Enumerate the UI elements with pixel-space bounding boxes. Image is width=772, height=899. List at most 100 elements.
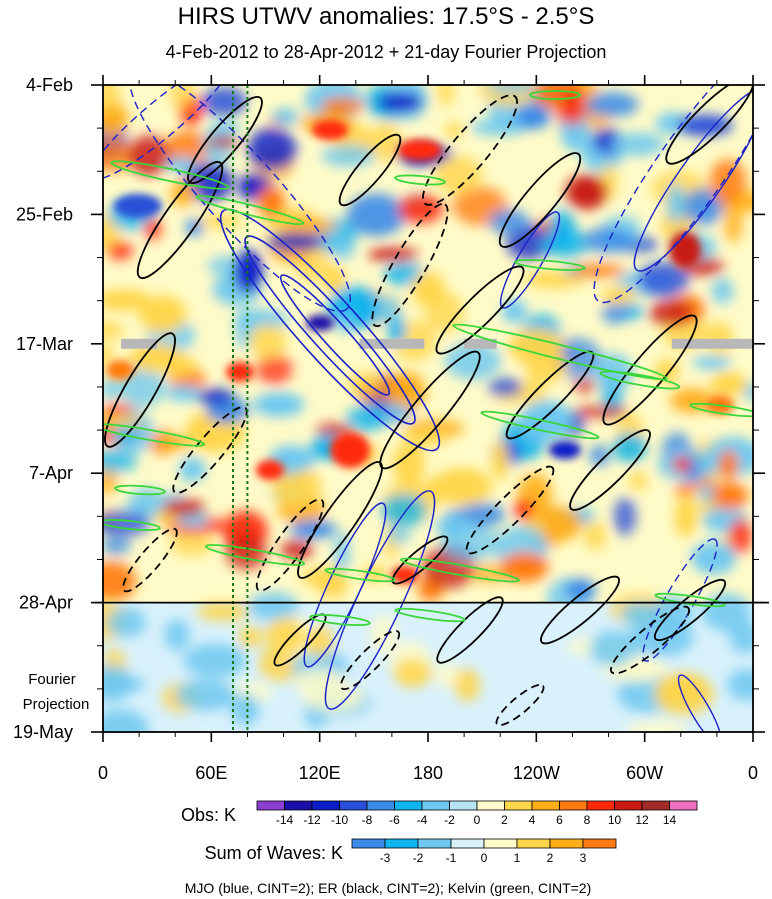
anomaly-blob bbox=[581, 227, 635, 254]
anomaly-blob bbox=[601, 302, 629, 324]
anomaly-blob bbox=[588, 445, 611, 467]
anomaly-blob bbox=[256, 186, 286, 217]
colorbar-swatch bbox=[256, 800, 285, 811]
anomaly-blob bbox=[711, 278, 734, 304]
contour-line bbox=[303, 502, 387, 668]
anomaly-blob bbox=[103, 449, 137, 473]
anomaly-blob bbox=[164, 130, 212, 166]
strong-anomaly-blob bbox=[306, 315, 334, 331]
anomaly-blob bbox=[548, 209, 577, 252]
anomaly-blob bbox=[127, 135, 170, 176]
contour-line bbox=[394, 174, 446, 186]
anomaly-blob bbox=[345, 405, 387, 433]
anomaly-blob bbox=[387, 315, 406, 346]
contour-line bbox=[689, 402, 753, 418]
anomaly-blob bbox=[266, 232, 324, 251]
missing-data-band bbox=[121, 338, 753, 349]
anomaly-blob bbox=[492, 440, 508, 482]
anomaly-blob bbox=[347, 193, 406, 237]
anomaly-blob bbox=[485, 85, 541, 93]
x-tick-label: 60E bbox=[195, 763, 227, 783]
wave-blob bbox=[393, 658, 432, 688]
anomaly-blob bbox=[514, 498, 534, 521]
contour-line bbox=[599, 370, 681, 390]
colorbar-tick-label: 14 bbox=[663, 813, 677, 827]
anomaly-blob bbox=[103, 537, 131, 555]
contour-line bbox=[114, 484, 166, 496]
colorbar-swatch bbox=[559, 800, 588, 811]
colorbar-tick-label: 4 bbox=[529, 813, 536, 827]
anomaly-blob bbox=[444, 342, 502, 380]
anomaly-blob bbox=[169, 532, 213, 557]
colorbar-swatch bbox=[516, 838, 551, 849]
colorbar-tick-label: -2 bbox=[413, 851, 424, 865]
axes: 0 60E 120E 180 120W 60W 0 4-Feb 25-Feb 17-Mar 7-Ap… bbox=[13, 75, 769, 783]
forecast-label-line2: Projection bbox=[23, 696, 90, 713]
colorbar-tick-label: 12 bbox=[635, 813, 649, 827]
forecast-label-line1: Fourier bbox=[28, 671, 76, 688]
x-tick-label: 120W bbox=[513, 763, 560, 783]
colorbar-tick-label: -2 bbox=[444, 813, 455, 827]
y-tick-label: 17-Mar bbox=[16, 334, 73, 354]
anomaly-blob bbox=[169, 85, 195, 110]
anomaly-blob bbox=[248, 323, 287, 359]
anomaly-blob bbox=[575, 405, 629, 418]
anomaly-blob bbox=[411, 271, 445, 307]
contour-line bbox=[540, 575, 620, 645]
anomaly-blob bbox=[139, 295, 187, 334]
wave-blob bbox=[106, 607, 146, 638]
colorbar-swatch bbox=[483, 838, 518, 849]
y-tick-label: 4-Feb bbox=[26, 75, 73, 95]
colorbar-tick-label: 8 bbox=[584, 813, 591, 827]
contour-line bbox=[400, 557, 520, 583]
colorbar-tick-label: 3 bbox=[580, 851, 587, 865]
colorbar-swatch bbox=[450, 838, 485, 849]
colorbar-tick-label: 10 bbox=[608, 813, 622, 827]
anomaly-blob bbox=[381, 493, 427, 528]
wave-blob bbox=[237, 626, 264, 648]
anomaly-blob bbox=[669, 388, 715, 413]
anomaly-blob bbox=[103, 378, 119, 400]
wave-blob bbox=[589, 630, 638, 667]
anomaly-blob bbox=[335, 313, 354, 333]
contour-line bbox=[452, 323, 668, 381]
colorbar-swatch bbox=[339, 800, 368, 811]
colorbar-swatch bbox=[549, 838, 584, 849]
anomaly-blob bbox=[103, 85, 121, 112]
anomaly-blob bbox=[144, 217, 162, 240]
wave-blob bbox=[183, 643, 247, 678]
anomaly-blob bbox=[691, 541, 737, 575]
colorbar-tick-label: 0 bbox=[481, 851, 488, 865]
colorbar-tick-label: -1 bbox=[446, 851, 457, 865]
wave-blob bbox=[454, 668, 481, 702]
missing-data-segment bbox=[671, 338, 753, 349]
waves-colorbar: -3 -2 -1 0 1 2 3 bbox=[351, 838, 617, 865]
anomaly-blob bbox=[392, 442, 425, 485]
contour-line bbox=[653, 578, 727, 642]
anomaly-blob bbox=[710, 371, 748, 397]
anomaly-blob bbox=[488, 209, 530, 235]
missing-data-segment bbox=[464, 338, 497, 349]
missing-data-segment bbox=[121, 338, 158, 349]
anomaly-blob bbox=[585, 92, 639, 117]
contour-line bbox=[103, 519, 161, 531]
colorbar-tick-label: -12 bbox=[303, 813, 321, 827]
anomaly-blob bbox=[103, 289, 152, 311]
colorbar-swatch bbox=[366, 800, 395, 811]
y-tick-label: 19-May bbox=[13, 722, 73, 742]
anomaly-blob bbox=[434, 516, 474, 537]
contour-line bbox=[654, 592, 726, 608]
contour-line bbox=[391, 535, 449, 585]
contour-line bbox=[122, 527, 178, 593]
contour-line bbox=[128, 85, 352, 313]
strong-anomaly-blob bbox=[669, 232, 701, 268]
colorbar-swatch bbox=[311, 800, 340, 811]
chart-subtitle: 4-Feb-2012 to 28-Apr-2012 + 21-day Fouri… bbox=[166, 42, 607, 62]
anomaly-blob bbox=[728, 518, 752, 554]
anomaly-blob bbox=[368, 122, 403, 163]
contour-line bbox=[677, 674, 723, 732]
wave-blob bbox=[621, 602, 658, 627]
anomaly-blob bbox=[628, 471, 648, 491]
anomaly-blob bbox=[253, 392, 305, 417]
